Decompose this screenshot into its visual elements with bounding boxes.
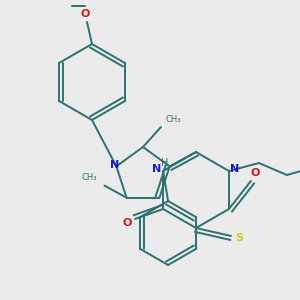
Text: N: N (152, 164, 162, 174)
Text: CH₃: CH₃ (165, 115, 181, 124)
Text: O: O (122, 218, 132, 228)
Text: H: H (161, 158, 169, 168)
Text: CH₃: CH₃ (81, 173, 97, 182)
Text: O: O (250, 168, 260, 178)
Text: N: N (110, 160, 119, 170)
Text: O: O (80, 9, 90, 19)
Text: S: S (235, 233, 243, 243)
Text: N: N (230, 164, 239, 174)
